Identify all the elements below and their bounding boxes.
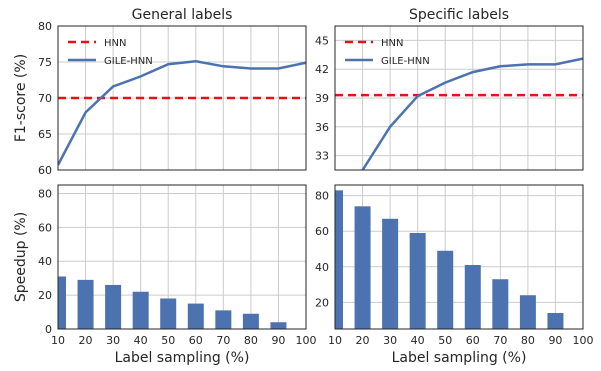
chart-4-bar-10 <box>335 190 343 329</box>
chart-4-xtick-label: 50 <box>438 334 452 347</box>
chart-4-background <box>335 185 583 329</box>
chart-4-ytick-label: 20 <box>315 296 329 309</box>
chart-3-frame <box>57 184 307 330</box>
chart-3-bar-50 <box>160 298 177 329</box>
chart-4-bar-20 <box>354 206 371 329</box>
chart-4-xtick-label: 10 <box>328 334 342 347</box>
chart-3-xlabel: Label sampling (%) <box>115 350 250 366</box>
chart-4-xtick-label: 90 <box>548 334 562 347</box>
chart-3-bar-80 <box>242 313 259 329</box>
chart-4-xtick-label: 20 <box>356 334 370 347</box>
chart-3-ytick-label: 20 <box>38 289 52 302</box>
chart-1-ytick-label: 70 <box>38 92 52 105</box>
chart-1-ylabel: F1-score (%) <box>13 54 29 142</box>
chart-3-xtick-label: 90 <box>271 334 285 347</box>
chart-3-xtick-label: 80 <box>244 334 258 347</box>
chart-4-plot-area <box>335 190 564 329</box>
chart-4-xtick-label: 70 <box>493 334 507 347</box>
chart-3-background <box>58 185 306 329</box>
chart-3-bar-40 <box>132 291 149 329</box>
chart-2-plot-area <box>335 57 583 170</box>
chart-1-series-gile-hnn <box>58 60 306 166</box>
chart-4-bar-90 <box>547 313 564 329</box>
chart-1-ytick-label: 75 <box>38 56 52 69</box>
chart-3-ytick-label: 80 <box>38 187 52 200</box>
chart-3-xtick-label: 50 <box>161 334 175 347</box>
chart-2-ytick-label: 39 <box>315 92 329 105</box>
chart-2-ytick-label: 33 <box>315 150 329 163</box>
chart-2-legend-label: HNN <box>381 38 403 49</box>
chart-3-xtick-label: 20 <box>79 334 93 347</box>
chart-4-bar-60 <box>464 265 481 329</box>
chart-4-xtick-label: 80 <box>521 334 535 347</box>
chart-4-ytick-label: 80 <box>315 190 329 203</box>
chart-4-bar-30 <box>382 218 399 329</box>
chart-3-bar-10 <box>58 276 66 329</box>
chart-4-xtick-label: 40 <box>411 334 425 347</box>
chart-3-bar-90 <box>270 322 287 329</box>
chart-3-plot-area <box>58 276 287 329</box>
chart-3-xtick-label: 10 <box>51 334 65 347</box>
chart-3-bar-60 <box>187 303 204 329</box>
chart-1-plot-area <box>58 60 306 166</box>
chart-1-legend-label: HNN <box>104 38 126 49</box>
chart-3-ytick-label: 60 <box>38 221 52 234</box>
chart-3-xtick-label: 70 <box>216 334 230 347</box>
chart-4-bar-70 <box>492 279 509 329</box>
chart-4-ytick-label: 40 <box>315 261 329 274</box>
chart-4-xtick-label: 100 <box>573 334 594 347</box>
chart-4-xlabel: Label sampling (%) <box>392 350 527 366</box>
chart-4-xtick-label: 30 <box>383 334 397 347</box>
chart-3-ytick-label: 0 <box>45 323 52 336</box>
chart-1-title: General labels <box>132 7 233 23</box>
chart-4-frame <box>334 184 584 330</box>
chart-4-bar-40 <box>409 233 426 329</box>
chart-3-bar-70 <box>215 310 232 329</box>
chart-4-xtick-label: 60 <box>466 334 480 347</box>
chart-3-xtick-label: 40 <box>134 334 148 347</box>
chart-3-bar-20 <box>77 279 94 329</box>
chart-4-bar-80 <box>519 295 536 329</box>
chart-2-series-gile-hnn <box>361 57 583 170</box>
chart-2-title: Specific labels <box>409 7 509 23</box>
chart-3-ylabel: Speedup (%) <box>13 212 29 302</box>
chart-2-ytick-label: 42 <box>315 63 329 76</box>
chart-3-xtick-label: 100 <box>296 334 317 347</box>
chart-1-legend-label: GILE-HNN <box>104 56 153 67</box>
chart-4-bar-50 <box>437 250 454 329</box>
chart-2-frame <box>334 25 584 171</box>
chart-1-frame <box>57 25 307 171</box>
chart-3-bar-30 <box>105 284 122 329</box>
chart-3-ytick-label: 40 <box>38 255 52 268</box>
chart-3-xtick-label: 60 <box>189 334 203 347</box>
chart-1-ytick-label: 65 <box>38 128 52 141</box>
chart-2-ytick-label: 45 <box>315 34 329 47</box>
chart-3-xtick-label: 30 <box>106 334 120 347</box>
chart-1-ytick-label: 80 <box>38 20 52 33</box>
chart-4-ytick-label: 60 <box>315 225 329 238</box>
chart-2-ytick-label: 36 <box>315 121 329 134</box>
chart-2-legend-label: GILE-HNN <box>381 56 430 67</box>
chart-1-ytick-label: 60 <box>38 164 52 177</box>
